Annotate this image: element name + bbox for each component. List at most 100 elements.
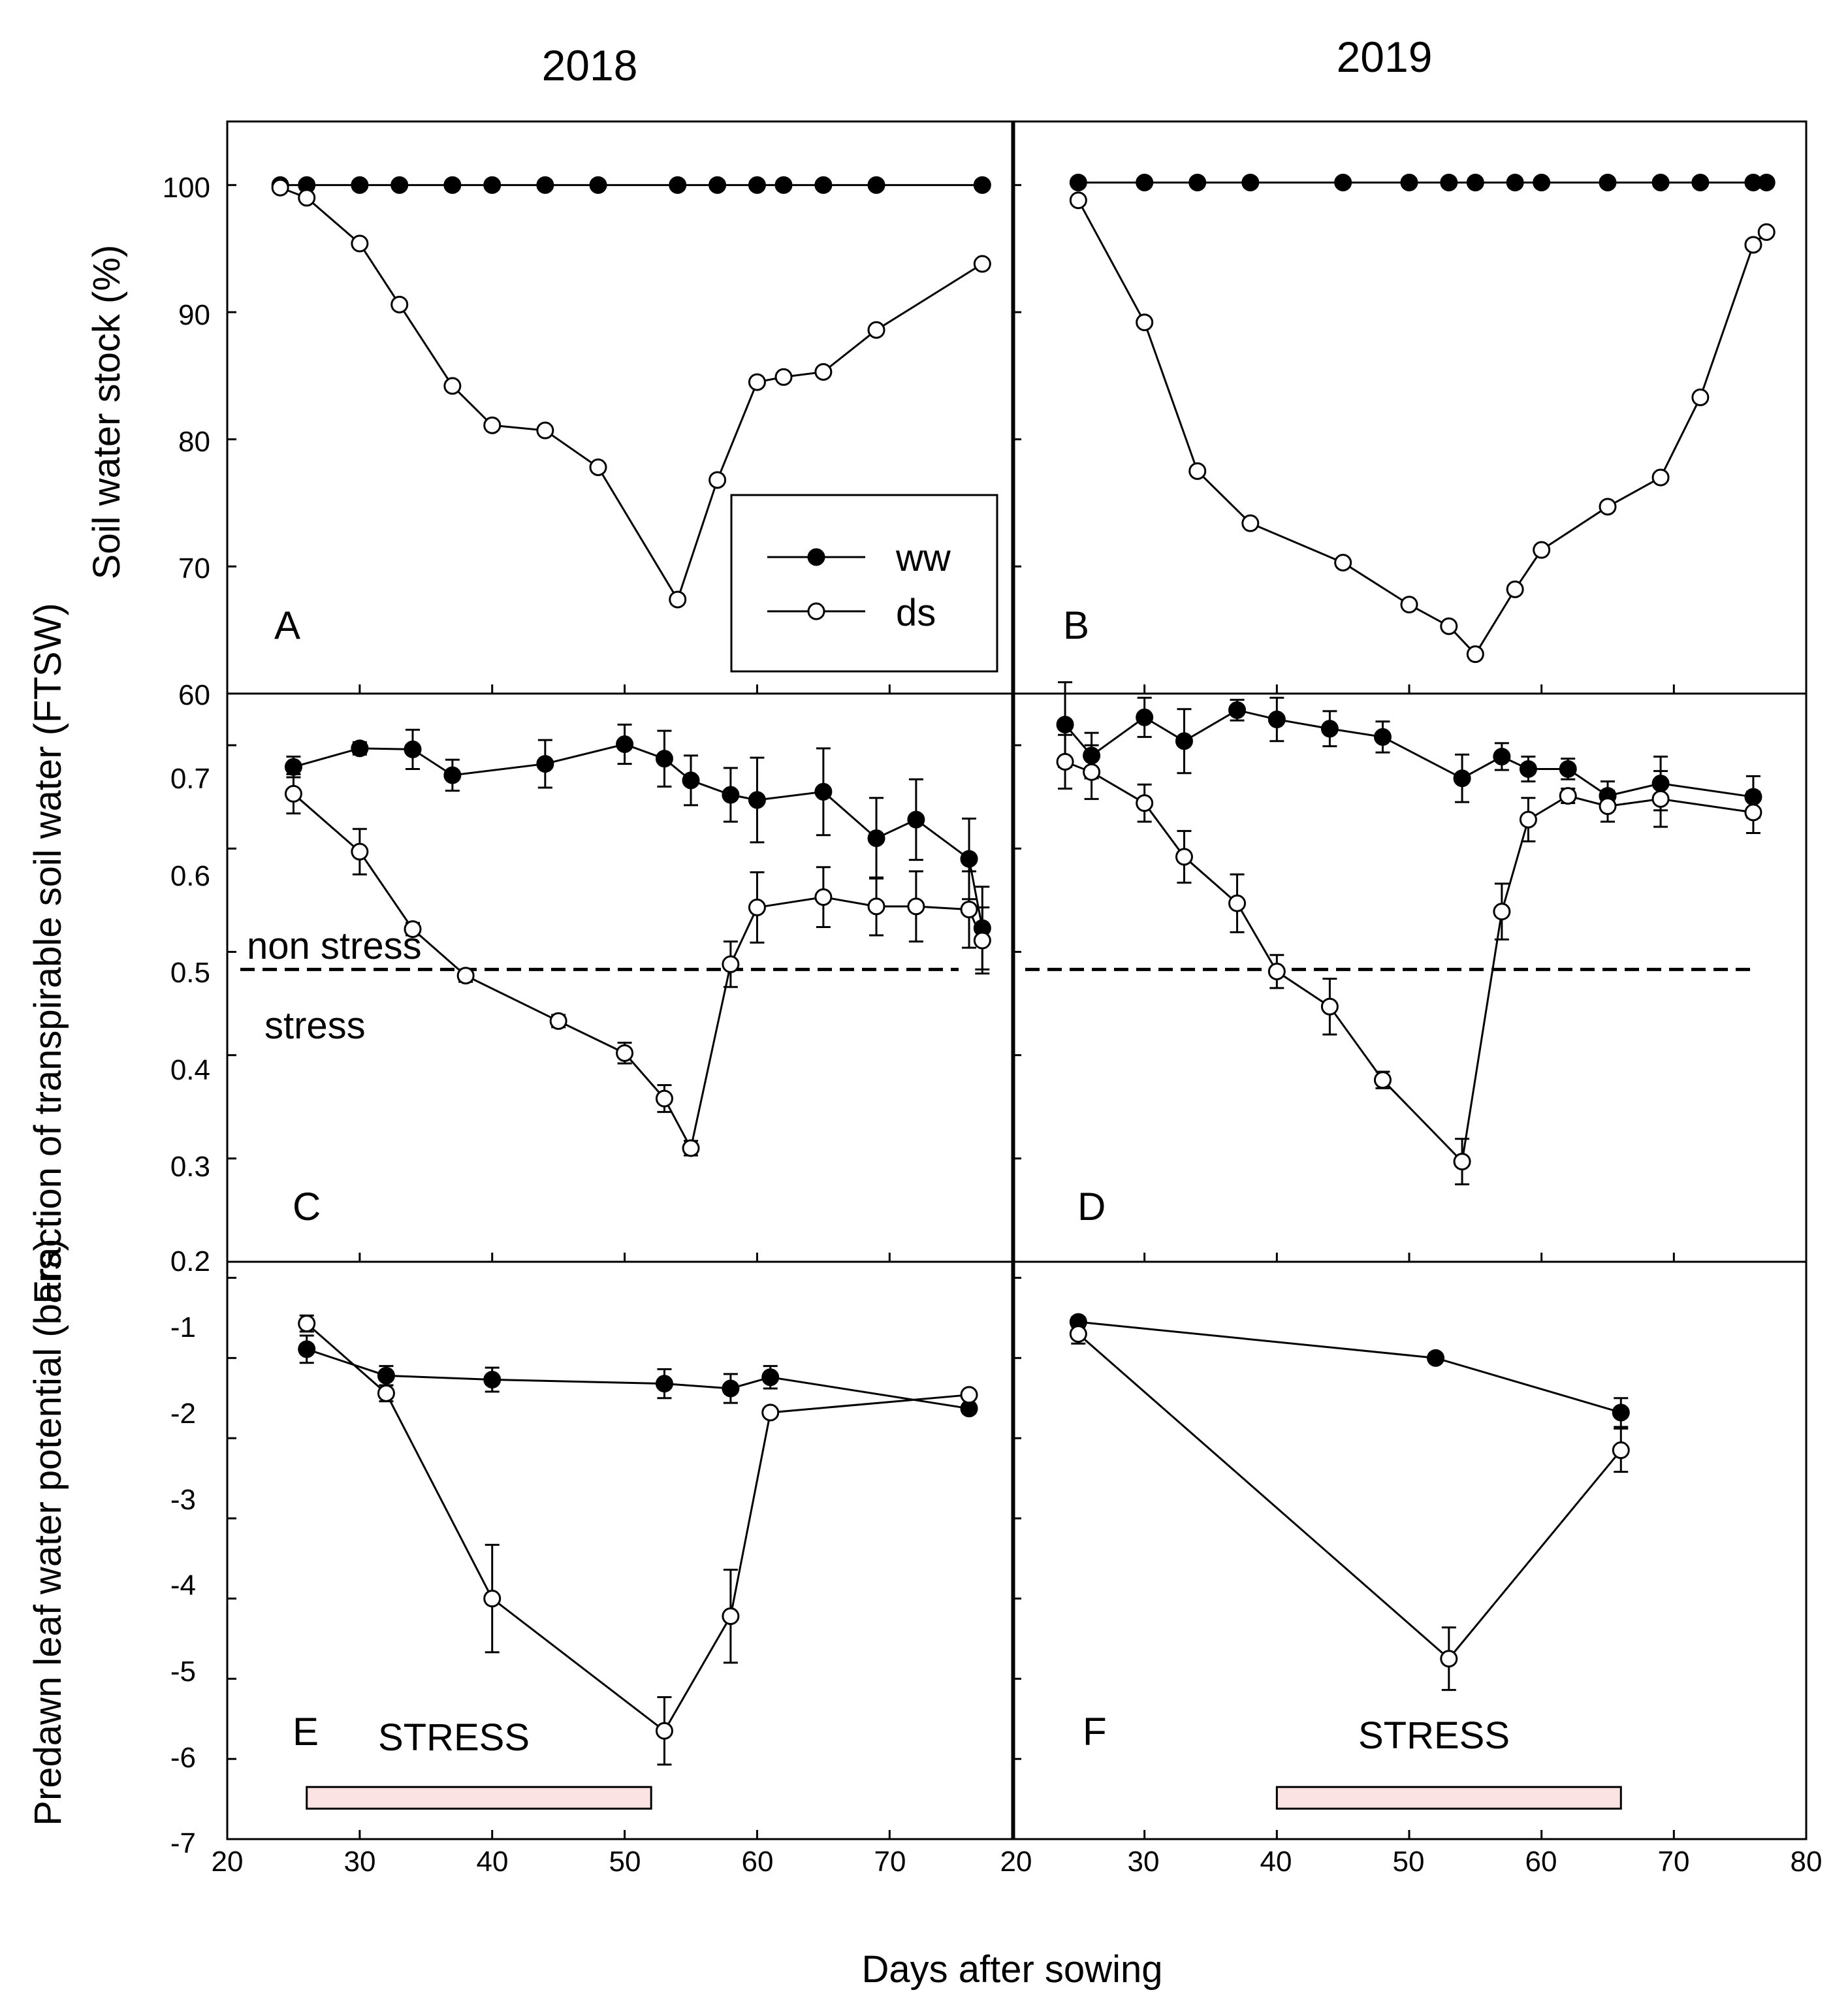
data-point-ww bbox=[748, 791, 766, 809]
x-tick-label: 60 bbox=[742, 1846, 774, 1878]
data-point-ds bbox=[867, 897, 885, 916]
data-point-ds bbox=[722, 955, 740, 973]
legend-box bbox=[730, 494, 998, 673]
data-point-ww bbox=[1267, 711, 1286, 729]
data-point-ds bbox=[709, 471, 727, 489]
x-axis-label: Days after sowing bbox=[862, 1948, 1163, 1991]
data-point-ds bbox=[1533, 541, 1551, 559]
data-point-ww bbox=[907, 810, 925, 829]
data-point-ds bbox=[1599, 797, 1617, 815]
data-point-ds bbox=[814, 888, 833, 906]
x-tick-label: 60 bbox=[1525, 1846, 1557, 1878]
x-tick-labels: 20 30 40 50 60 70 20 30 40 50 60 70 80 bbox=[212, 1846, 1823, 1878]
y-tick-label: -7 bbox=[170, 1827, 196, 1859]
threshold-label-non-stress: non stress bbox=[247, 925, 422, 967]
panel-label-b: B bbox=[1063, 603, 1089, 647]
data-point-ww bbox=[390, 176, 409, 194]
data-point-ds bbox=[1453, 1153, 1471, 1171]
data-point-ww bbox=[536, 176, 554, 194]
frame-panel-d bbox=[1011, 692, 1808, 1263]
x-tick-label: 70 bbox=[874, 1846, 906, 1878]
y-tick-label: -5 bbox=[170, 1656, 196, 1688]
data-point-ds bbox=[284, 784, 302, 803]
data-point-ww bbox=[1400, 173, 1418, 191]
y-tick-label: 0.3 bbox=[170, 1151, 210, 1183]
panel-label-d: D bbox=[1077, 1185, 1106, 1228]
data-point-ww bbox=[1334, 173, 1352, 191]
data-point-ds bbox=[483, 1590, 502, 1608]
data-point-ww bbox=[814, 782, 833, 801]
frame-panel-e bbox=[226, 1260, 1015, 1840]
data-point-ds bbox=[1651, 790, 1670, 808]
data-point-ds bbox=[351, 234, 369, 253]
data-point-ww bbox=[483, 176, 502, 194]
data-point-ds bbox=[1400, 596, 1418, 614]
year-label-2019: 2019 bbox=[1337, 33, 1433, 81]
plot-area bbox=[227, 173, 1776, 1840]
data-point-ds bbox=[774, 368, 793, 386]
data-point-ww bbox=[748, 176, 766, 194]
y-tick-label: 80 bbox=[178, 426, 210, 458]
data-point-ds bbox=[960, 901, 978, 919]
data-point-ds bbox=[973, 931, 991, 950]
data-point-ww bbox=[298, 1340, 316, 1358]
data-point-ds bbox=[536, 421, 554, 440]
y-tick-labels-panel-c: 0.3 0.4 0.5 0.6 0.7 bbox=[170, 763, 210, 1183]
data-point-ww bbox=[1188, 173, 1207, 191]
legend-label-ww: ww bbox=[895, 537, 951, 579]
data-point-ww bbox=[867, 829, 885, 847]
data-point-ds bbox=[1493, 903, 1511, 921]
y-tick-label: -3 bbox=[170, 1484, 196, 1516]
data-point-ww bbox=[655, 1375, 673, 1393]
data-point-ds bbox=[1228, 894, 1247, 912]
panel-label-c: C bbox=[293, 1185, 321, 1228]
data-point-ww bbox=[1757, 173, 1776, 191]
data-point-ds bbox=[973, 255, 991, 273]
data-point-ww bbox=[377, 1366, 395, 1385]
legend-label-ds: ds bbox=[896, 592, 936, 634]
data-point-ds bbox=[907, 897, 925, 916]
data-point-ds bbox=[1651, 468, 1670, 487]
data-point-ds bbox=[1069, 1325, 1087, 1343]
legend-marker-ww bbox=[807, 548, 825, 566]
x-tick-label: 50 bbox=[1393, 1846, 1425, 1878]
data-point-ds bbox=[1334, 553, 1352, 571]
y-tick-label: 0.7 bbox=[170, 763, 210, 795]
data-point-ds bbox=[1691, 388, 1710, 406]
data-point-ww bbox=[1559, 760, 1577, 778]
y-tick-label: 0.5 bbox=[170, 957, 210, 989]
data-point-ds bbox=[1612, 1441, 1630, 1460]
data-point-ds bbox=[377, 1384, 395, 1402]
data-point-ww bbox=[284, 758, 302, 776]
data-point-ds bbox=[616, 1044, 634, 1062]
y-tick-label: 0.6 bbox=[170, 860, 210, 892]
data-point-ww bbox=[443, 766, 462, 784]
data-point-ds bbox=[1056, 752, 1074, 771]
data-point-ds bbox=[483, 416, 502, 434]
data-point-ds bbox=[1373, 1071, 1392, 1089]
data-point-ww bbox=[1651, 173, 1670, 191]
data-point-ds bbox=[390, 295, 409, 313]
data-point-ds bbox=[655, 1089, 673, 1108]
data-point-ww bbox=[1506, 173, 1524, 191]
data-point-ww bbox=[1427, 1349, 1445, 1367]
data-point-ds bbox=[1267, 963, 1286, 981]
y-tick-label: 90 bbox=[178, 299, 210, 331]
data-point-ww bbox=[774, 176, 793, 194]
data-point-ds bbox=[1757, 223, 1776, 241]
y-axis-label-predawn: Predawn leaf water potential (bars) bbox=[27, 1238, 69, 1825]
data-point-ds bbox=[549, 1012, 567, 1030]
y-tick-labels-panel-e: -7 -6 -5 -4 -3 -2 -1 0.2 bbox=[170, 1245, 210, 1859]
data-point-ds bbox=[298, 1315, 316, 1333]
data-point-ww bbox=[1612, 1404, 1630, 1422]
data-point-ww bbox=[1440, 173, 1458, 191]
series-line-ds-panel-f bbox=[1077, 1333, 1622, 1660]
data-point-ww bbox=[616, 735, 634, 754]
data-point-ds bbox=[1559, 787, 1577, 805]
stress-label-2018: STRESS bbox=[378, 1716, 530, 1759]
data-point-ww bbox=[722, 786, 740, 804]
data-point-ww bbox=[483, 1370, 502, 1388]
data-point-ds bbox=[1083, 763, 1101, 781]
data-point-ds bbox=[1440, 1650, 1458, 1668]
y-axis-label-soil-water-stock: Soil water stock (%) bbox=[86, 245, 128, 579]
